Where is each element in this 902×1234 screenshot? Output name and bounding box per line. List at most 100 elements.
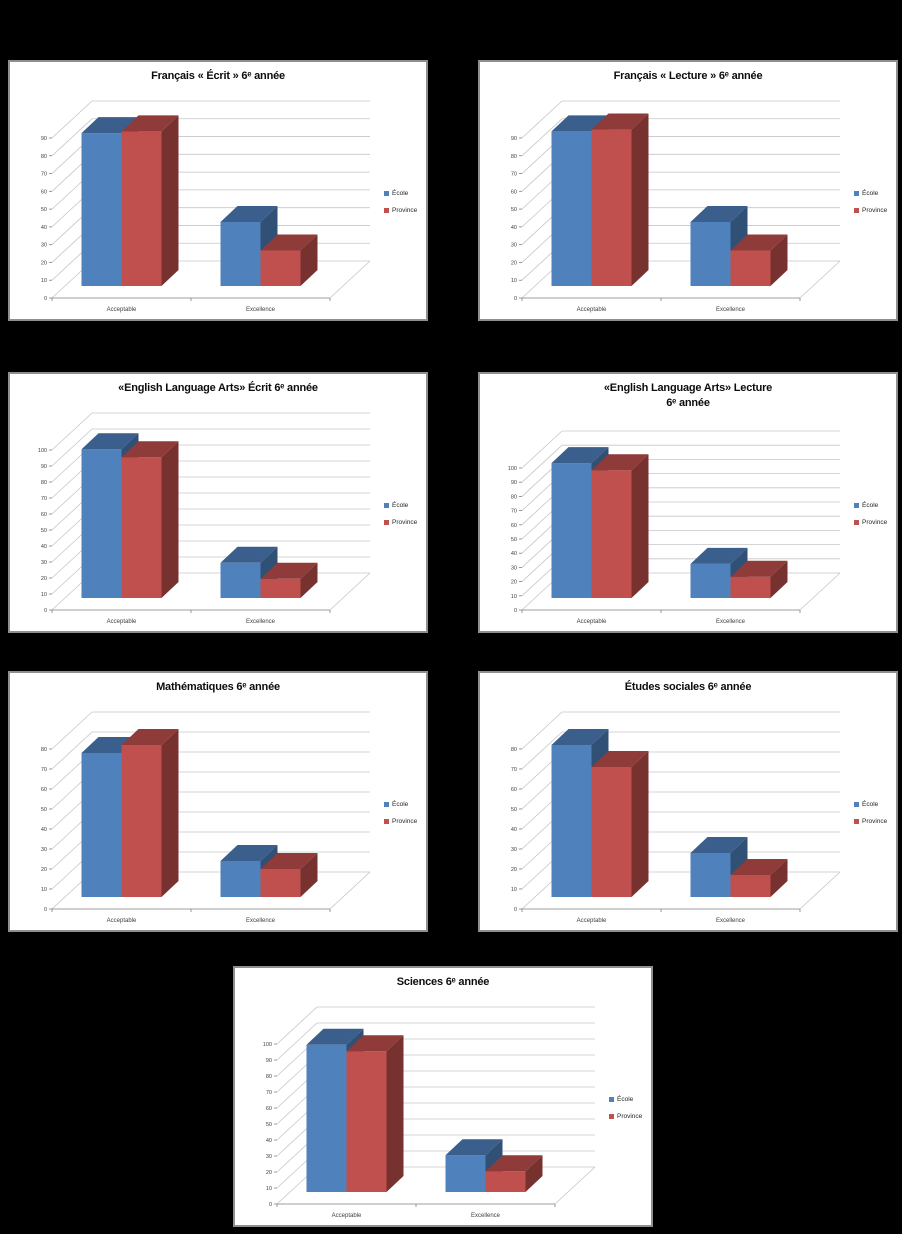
y-tick-label: 70 — [511, 172, 517, 178]
y-tick-label: 90 — [41, 136, 47, 142]
chart-legend: École Province — [854, 797, 887, 831]
y-tick-label: 0 — [514, 907, 517, 913]
chart-title: Français « Lecture » 6ᵉ année — [613, 70, 763, 82]
y-tick-label: 70 — [41, 496, 47, 502]
y-tick-label: 70 — [266, 1090, 272, 1096]
category-axis — [521, 572, 841, 613]
bar-Province-Excellence — [260, 234, 318, 286]
y-tick-label: 10 — [511, 887, 517, 893]
y-tick-label: 40 — [511, 225, 517, 231]
bar-Province-Acceptable — [121, 441, 179, 598]
y-tick-label: 0 — [44, 907, 47, 913]
category-label: Excellence — [716, 619, 746, 625]
y-tick-label: 60 — [41, 512, 47, 518]
y-tick-label: 90 — [511, 480, 517, 486]
value-axis: 0 10 20 30 40 50 60 70 80 — [41, 747, 52, 913]
legend-swatch — [854, 818, 859, 824]
y-tick-label: 80 — [41, 747, 47, 753]
legend-item-école: École — [384, 186, 417, 200]
y-tick-label: 70 — [511, 509, 517, 515]
legend-item-école: École — [609, 1092, 642, 1106]
category-label: Acceptable — [332, 1213, 362, 1219]
y-tick-label: 70 — [41, 767, 47, 773]
bar-Province-Excellence — [730, 560, 788, 598]
bars — [81, 729, 318, 897]
y-tick-label: 20 — [41, 260, 47, 266]
y-tick-label: 80 — [511, 747, 517, 753]
chart-legend: École Province — [854, 498, 887, 532]
legend-item-province: Province — [384, 203, 417, 217]
y-tick-label: 70 — [41, 172, 47, 178]
y-tick-label: 20 — [41, 867, 47, 873]
category-label: Excellence — [246, 918, 276, 924]
value-axis: 0 10 20 30 40 50 60 70 80 — [511, 747, 522, 913]
y-tick-label: 0 — [44, 296, 47, 302]
y-tick-label: 60 — [266, 1106, 272, 1112]
y-tick-label: 20 — [511, 867, 517, 873]
chart-panel-ela-lecture: «English Language Arts» Lecture 6ᵉ année… — [478, 372, 898, 633]
legend-swatch — [854, 519, 859, 525]
y-tick-label: 30 — [511, 243, 517, 249]
legend-item-école: École — [384, 498, 417, 512]
category-label: Acceptable — [107, 918, 137, 924]
plot-area: 0 10 20 30 40 50 60 70 80 90 100 Acceptable Excellen… — [508, 430, 841, 625]
value-axis: 0 10 20 30 40 50 60 70 80 90 — [41, 136, 52, 302]
category-axis — [521, 260, 841, 301]
legend-label: Province — [862, 518, 888, 526]
y-tick-label: 40 — [511, 551, 517, 557]
y-tick-label: 50 — [41, 807, 47, 813]
chart-panel-ela-ecrit: «English Language Arts» Écrit 6ᵉ année 0… — [8, 372, 428, 633]
bar-Province-Acceptable — [346, 1035, 404, 1192]
legend-item-école: École — [854, 797, 887, 811]
value-axis: 0 10 20 30 40 50 60 70 80 90 100 — [508, 466, 522, 614]
chart-panel-sciences: Sciences 6ᵉ année 0 10 20 30 40 50 60 70 80 90 100… — [233, 966, 653, 1227]
y-tick-label: 80 — [511, 154, 517, 160]
category-axis — [276, 1166, 596, 1207]
y-tick-label: 50 — [511, 807, 517, 813]
bar-Province-Excellence — [730, 234, 788, 286]
chart-title: Mathématiques 6ᵉ année — [156, 681, 280, 693]
y-tick-label: 60 — [41, 787, 47, 793]
y-tick-label: 60 — [511, 189, 517, 195]
value-axis: 0 10 20 30 40 50 60 70 80 90 — [511, 136, 522, 302]
legend-label: Province — [617, 1112, 643, 1120]
y-tick-label: 100 — [263, 1042, 272, 1048]
y-tick-label: 50 — [511, 207, 517, 213]
legend-swatch — [609, 1113, 614, 1119]
legend-label: École — [392, 189, 409, 197]
value-axis: 0 10 20 30 40 50 60 70 80 90 100 — [38, 448, 52, 614]
bars — [551, 729, 788, 897]
category-label: Acceptable — [577, 619, 607, 625]
y-tick-label: 40 — [41, 225, 47, 231]
legend-item-école: École — [854, 498, 887, 512]
legend-swatch — [384, 207, 389, 213]
legend-label: École — [392, 800, 409, 808]
y-tick-label: 100 — [508, 466, 517, 472]
y-tick-label: 80 — [41, 154, 47, 160]
y-tick-label: 30 — [266, 1154, 272, 1160]
legend-label: École — [392, 501, 409, 509]
chart-legend: École Province — [384, 498, 417, 532]
chart-panel-mathematiques: Mathématiques 6ᵉ année 0 10 20 30 40 50 60 70 80… — [8, 671, 428, 932]
chart-title: Sciences 6ᵉ année — [396, 976, 490, 988]
plot-area: 0 10 20 30 40 50 60 70 80 90 100 Acceptable Excellen… — [263, 1006, 596, 1219]
y-tick-label: 40 — [511, 827, 517, 833]
y-tick-label: 30 — [41, 847, 47, 853]
y-tick-label: 0 — [269, 1202, 272, 1208]
legend-label: École — [617, 1095, 634, 1103]
bars — [551, 113, 788, 286]
bar-Province-Excellence — [730, 859, 788, 897]
legend-label: École — [862, 800, 879, 808]
y-tick-label: 80 — [266, 1074, 272, 1080]
legend-label: Province — [862, 206, 888, 214]
y-tick-label: 0 — [514, 296, 517, 302]
y-tick-label: 40 — [41, 827, 47, 833]
category-label: Excellence — [716, 918, 746, 924]
y-tick-label: 50 — [41, 207, 47, 213]
category-label: Acceptable — [577, 307, 607, 313]
legend-item-province: Province — [854, 203, 887, 217]
chart-title: «English Language Arts» Lecture 6ᵉ année — [603, 382, 773, 409]
plot-area: 0 10 20 30 40 50 60 70 80 Acceptable Excellence — [511, 711, 841, 924]
legend-label: Province — [392, 817, 418, 825]
